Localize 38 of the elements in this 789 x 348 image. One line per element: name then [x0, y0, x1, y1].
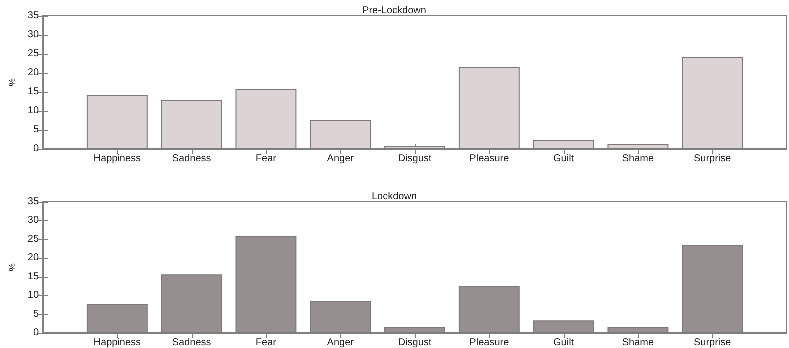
x-tick-label: Surprise [694, 338, 732, 348]
chart-title: Pre-Lockdown [362, 6, 426, 16]
y-tick-label: 10 [28, 106, 40, 116]
y-tick-label: 30 [28, 215, 40, 226]
y-axis-title: % [8, 263, 18, 272]
y-tick-label: 15 [28, 86, 40, 98]
y-tick-label: 25 [28, 234, 40, 245]
x-tick-label: Pleasure [470, 154, 510, 164]
y-tick-label: 0 [33, 328, 40, 338]
y-axis-title: % [8, 78, 18, 87]
y-tick-label: 15 [28, 271, 40, 282]
x-tick-label: Guilt [554, 338, 574, 348]
y-tick-label: 0 [33, 144, 40, 154]
y-tick-label: 25 [28, 48, 40, 60]
x-tick-label: Anger [327, 154, 355, 164]
y-tick-label: 35 [28, 196, 40, 208]
y-tick-label: 5 [33, 308, 40, 320]
y-tick-label: 5 [33, 124, 40, 136]
y-tick-label: 20 [28, 68, 40, 78]
y-tick-label: 35 [28, 10, 40, 22]
x-tick-label: Fear [256, 338, 278, 348]
x-tick-label: Anger [327, 338, 355, 348]
x-tick-label: Surprise [694, 154, 732, 164]
x-tick-label: Fear [256, 154, 278, 164]
x-tick-label: Disgust [398, 154, 432, 164]
y-tick-label: 10 [28, 290, 40, 302]
y-tick-label: 20 [28, 252, 40, 264]
x-tick-label: Disgust [398, 338, 432, 348]
x-tick-label: Guilt [554, 154, 574, 164]
chart-title: Lockdown [372, 192, 418, 202]
x-tick-label: Sadness [172, 338, 212, 348]
x-tick-label: Happiness [94, 154, 142, 164]
x-tick-label: Happiness [94, 338, 142, 348]
x-tick-label: Shame [622, 338, 654, 348]
x-tick-label: Sadness [172, 154, 212, 164]
y-tick-label: 30 [28, 30, 40, 40]
x-tick-label: Shame [622, 154, 654, 164]
x-tick-label: Pleasure [470, 338, 510, 348]
